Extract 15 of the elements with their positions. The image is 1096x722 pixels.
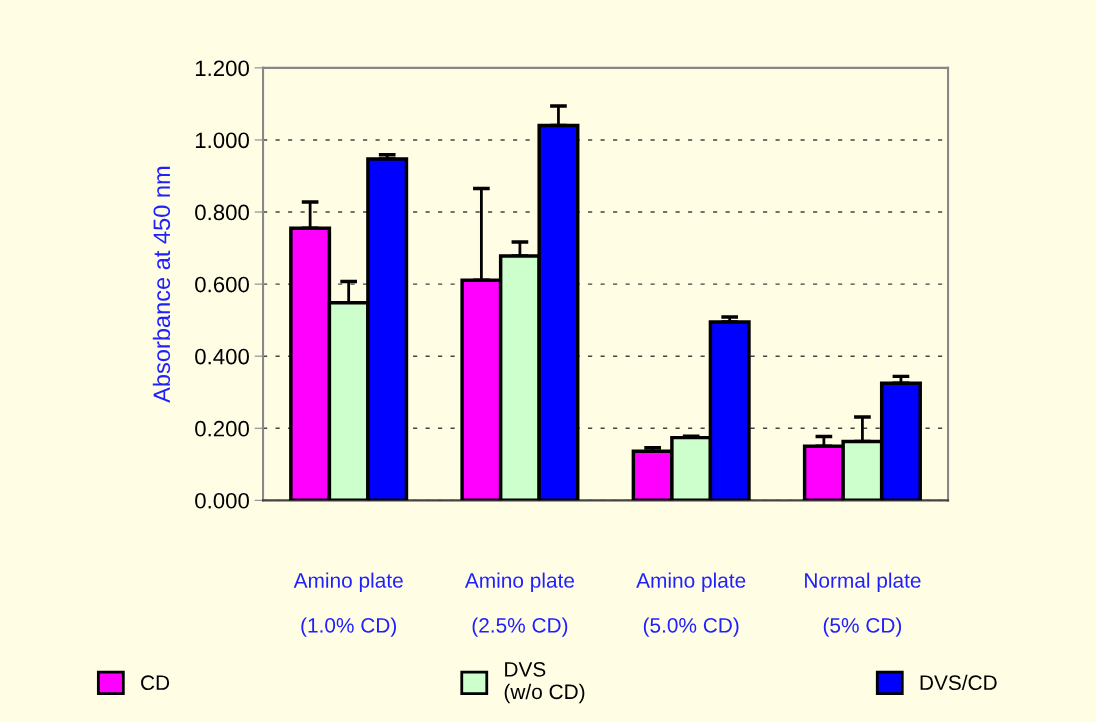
legend-label: CD: [141, 675, 170, 691]
y-tick-label: 0.600: [195, 276, 249, 293]
category-label: Amino plate (2.5% CD): [464, 572, 574, 637]
y-tick-label: 1.000: [195, 132, 249, 149]
y-tick-label: 0.200: [195, 420, 249, 437]
y-tick-label: 0.000: [195, 492, 249, 509]
legend-label: DVS/CD: [920, 674, 997, 691]
y-tick-label: 0.800: [195, 204, 249, 221]
y-tick-label: 1.200: [195, 60, 249, 77]
category-label: Normal plate (5% CD): [805, 572, 921, 637]
category-label: Amino plate (1.0% CD): [293, 572, 403, 637]
legend-label: DVS (w/o CD): [504, 661, 585, 704]
y-axis-title: Absorbance at 450 nm: [152, 166, 171, 403]
category-label: Amino plate (5.0% CD): [636, 572, 746, 637]
y-tick-label: 0.400: [195, 348, 249, 365]
